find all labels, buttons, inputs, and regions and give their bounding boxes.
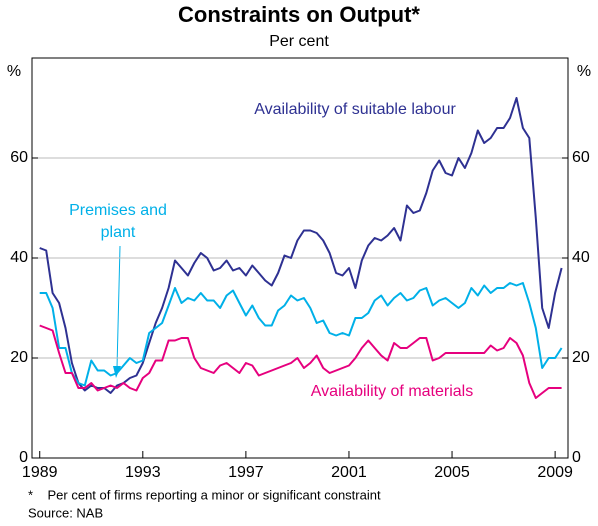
annotation: Premises and — [69, 202, 167, 219]
annotation: Availability of suitable labour — [254, 101, 456, 118]
annotation: plant — [101, 224, 136, 241]
y2-tick-label: 40 — [572, 249, 590, 266]
plot-frame — [31, 57, 569, 459]
x-tick-label: 1989 — [22, 464, 58, 481]
annotation: Availability of materials — [311, 383, 473, 400]
y2-tick-label: 0 — [572, 449, 581, 466]
series-line — [39, 282, 563, 387]
series-line — [39, 324, 562, 399]
annotation-arrow — [116, 245, 121, 369]
chart-title: Constraints on Output* — [178, 2, 420, 27]
x-tick-label: 2001 — [331, 464, 367, 481]
y2-tick-label: 60 — [572, 149, 590, 166]
footnote: * Per cent of firms reporting a minor or… — [28, 487, 381, 502]
y-tick-label: 0 — [19, 449, 28, 466]
y2-tick-label: 20 — [572, 349, 590, 366]
chart-subtitle: Per cent — [269, 33, 329, 50]
y-tick-label: 60 — [10, 149, 28, 166]
x-tick-label: 2005 — [434, 464, 470, 481]
y2-unit: % — [577, 63, 591, 80]
x-tick-label: 2009 — [537, 464, 573, 481]
x-tick-label: 1997 — [228, 464, 264, 481]
series-line — [39, 97, 563, 394]
y-tick-label: 40 — [10, 249, 28, 266]
y-unit: % — [7, 63, 21, 80]
y-tick-label: 20 — [10, 349, 28, 366]
x-tick-label: 1993 — [125, 464, 161, 481]
source: Source: NAB — [28, 505, 103, 520]
